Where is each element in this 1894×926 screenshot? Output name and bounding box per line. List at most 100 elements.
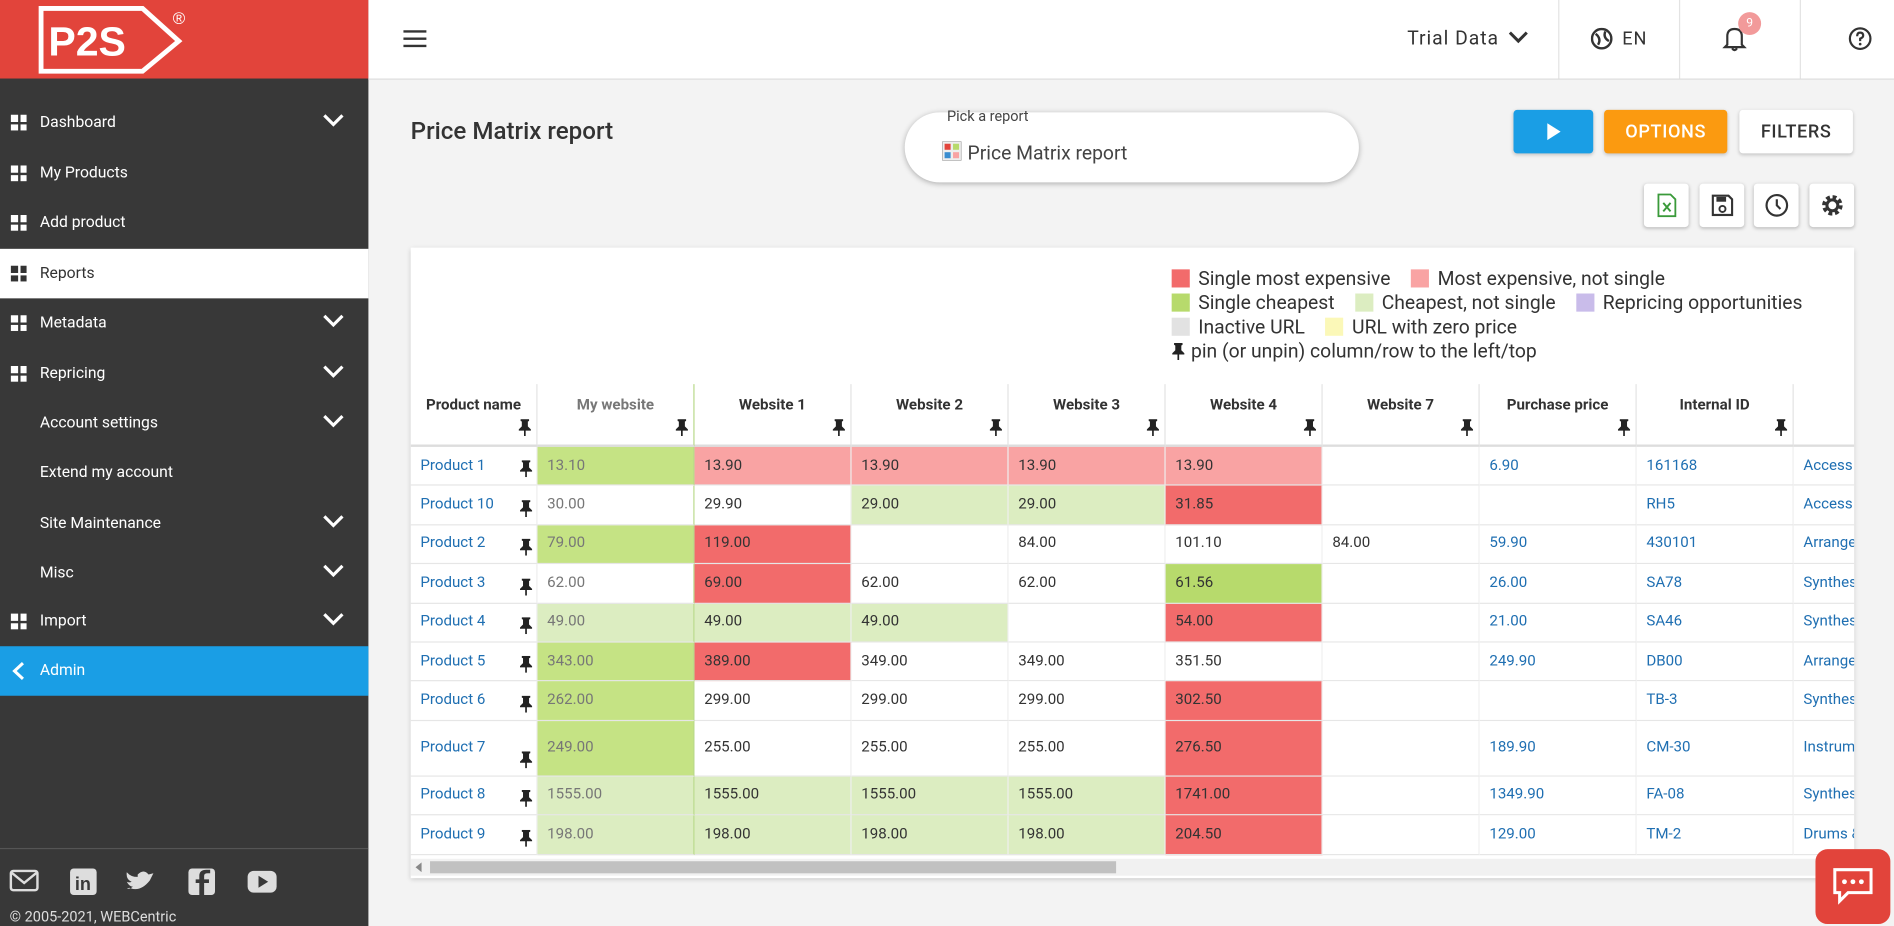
product-cell[interactable]: Product 7 [410,720,538,777]
matrix-cell[interactable]: 6.90 [1479,446,1637,487]
matrix-cell[interactable]: 21.00 [1479,603,1637,643]
matrix-cell[interactable]: 161168 [1636,446,1794,487]
expand-chevron[interactable] [323,114,345,132]
matrix-cell[interactable]: TM-2 [1636,815,1794,855]
pin-button[interactable] [989,419,1002,441]
column-header[interactable]: Website 4 [1165,384,1323,447]
pin-button[interactable] [519,578,533,600]
expand-chevron[interactable] [323,414,345,432]
settings-button[interactable] [1809,183,1855,228]
help-icon[interactable] [1848,27,1872,51]
matrix-cell[interactable]: RH5 [1636,486,1794,526]
menu-item[interactable]: Import [0,597,368,647]
save-button[interactable] [1699,183,1745,228]
matrix-cell[interactable]: 189.90 [1479,720,1637,777]
report-picker[interactable]: Pick a report Price Matrix report [904,108,1359,183]
account-selector[interactable]: Trial Data [1407,26,1499,50]
matrix-cell[interactable]: 1349.90 [1479,776,1637,816]
matrix-cell[interactable]: 26.00 [1479,564,1637,604]
matrix-cell[interactable]: TB-3 [1636,681,1794,721]
pin-button[interactable] [1146,419,1159,441]
run-button[interactable] [1513,109,1594,154]
product-cell[interactable]: Product 10 [410,486,538,526]
matrix-cell[interactable]: Synthes [1793,681,1855,721]
pin-button[interactable] [519,829,533,851]
scrollbar[interactable] [410,858,1855,876]
expand-chevron[interactable] [323,515,345,533]
column-header[interactable]: Ca [1793,384,1855,447]
menu-item[interactable]: Metadata [0,298,368,348]
column-header[interactable]: Website 1 [694,384,852,447]
column-header[interactable]: Product name [410,384,538,447]
excel-button[interactable] [1643,183,1689,228]
expand-chevron[interactable] [323,612,345,630]
matrix-cell[interactable] [1479,486,1637,526]
matrix-cell[interactable]: 129.00 [1479,815,1637,855]
pin-button[interactable] [1460,419,1474,441]
menu-item[interactable]: Reports [0,248,369,299]
pin-button[interactable] [1774,419,1788,441]
pin-button[interactable] [519,538,533,561]
matrix-cell[interactable]: Arrange [1793,525,1855,565]
pin-button[interactable] [519,751,533,773]
column-header[interactable]: Purchase price [1479,384,1637,447]
scroll-thumb[interactable] [430,861,1117,874]
menu-item[interactable]: Misc [0,548,368,598]
matrix-cell[interactable]: SA46 [1636,603,1794,643]
menu-item[interactable]: Extend my account [0,448,368,498]
matrix-cell[interactable]: CM-30 [1636,720,1794,777]
expand-chevron[interactable] [323,314,345,332]
matrix-cell[interactable]: Arrange [1793,642,1855,682]
menu-item[interactable]: Account settings [0,399,368,449]
matrix-cell[interactable]: Synthes [1793,603,1855,643]
matrix-cell[interactable]: Instrum Amplifi [1793,720,1855,777]
matrix-cell[interactable]: 430101 [1636,525,1794,565]
matrix-cell[interactable]: Synthes [1793,776,1855,816]
filters-button[interactable]: FILTERS [1739,109,1853,154]
column-header[interactable]: Website 7 [1322,384,1480,447]
logo-area[interactable]: P2S ® [0,0,369,79]
menu-item[interactable]: Dashboard [0,98,368,148]
chat-button[interactable] [1815,849,1891,925]
matrix-cell[interactable]: FA-08 [1636,776,1794,816]
column-header[interactable]: Internal ID [1636,384,1794,447]
pin-button[interactable] [519,790,533,812]
matrix-cell[interactable]: 249.90 [1479,642,1637,682]
product-cell[interactable]: Product 1 [410,446,538,487]
pin-button[interactable] [832,419,845,441]
product-cell[interactable]: Product 4 [410,603,538,643]
product-cell[interactable]: Product 2 [410,525,538,565]
pin-button[interactable] [519,695,533,717]
matrix-cell[interactable]: DB00 [1636,642,1794,682]
matrix-cell[interactable]: Synthes [1793,564,1855,604]
menu-item[interactable]: My Products [0,149,368,199]
menu-item[interactable]: Admin [0,646,369,696]
menu-item[interactable]: Repricing [0,349,368,399]
product-cell[interactable]: Product 3 [410,564,538,604]
pin-button[interactable] [519,460,533,483]
pin-button[interactable] [519,499,533,522]
product-cell[interactable]: Product 9 [410,815,538,855]
matrix-cell[interactable]: 59.90 [1479,525,1637,565]
matrix-cell[interactable]: SA78 [1636,564,1794,604]
product-cell[interactable]: Product 6 [410,681,538,721]
matrix-cell[interactable]: Access [1793,446,1855,487]
product-cell[interactable]: Product 8 [410,776,538,816]
matrix-cell[interactable] [1479,681,1637,721]
pin-button[interactable] [1303,419,1317,441]
matrix-cell[interactable]: Access [1793,486,1855,526]
menu-item[interactable]: Add product [0,198,368,248]
matrix-cell[interactable]: Drums & [1793,815,1855,855]
pin-button[interactable] [518,419,531,441]
column-header[interactable]: Website 2 [851,384,1009,447]
history-button[interactable] [1753,183,1799,228]
product-cell[interactable]: Product 5 [410,642,538,682]
expand-chevron[interactable] [323,564,345,582]
pin-button[interactable] [675,419,688,441]
language[interactable]: EN [1622,27,1648,50]
menu-toggle[interactable] [402,28,429,50]
menu-item[interactable]: Site Maintenance [0,499,368,549]
column-header[interactable]: Website 3 [1008,384,1166,447]
pin-button[interactable] [519,656,533,678]
expand-chevron[interactable] [323,365,345,383]
